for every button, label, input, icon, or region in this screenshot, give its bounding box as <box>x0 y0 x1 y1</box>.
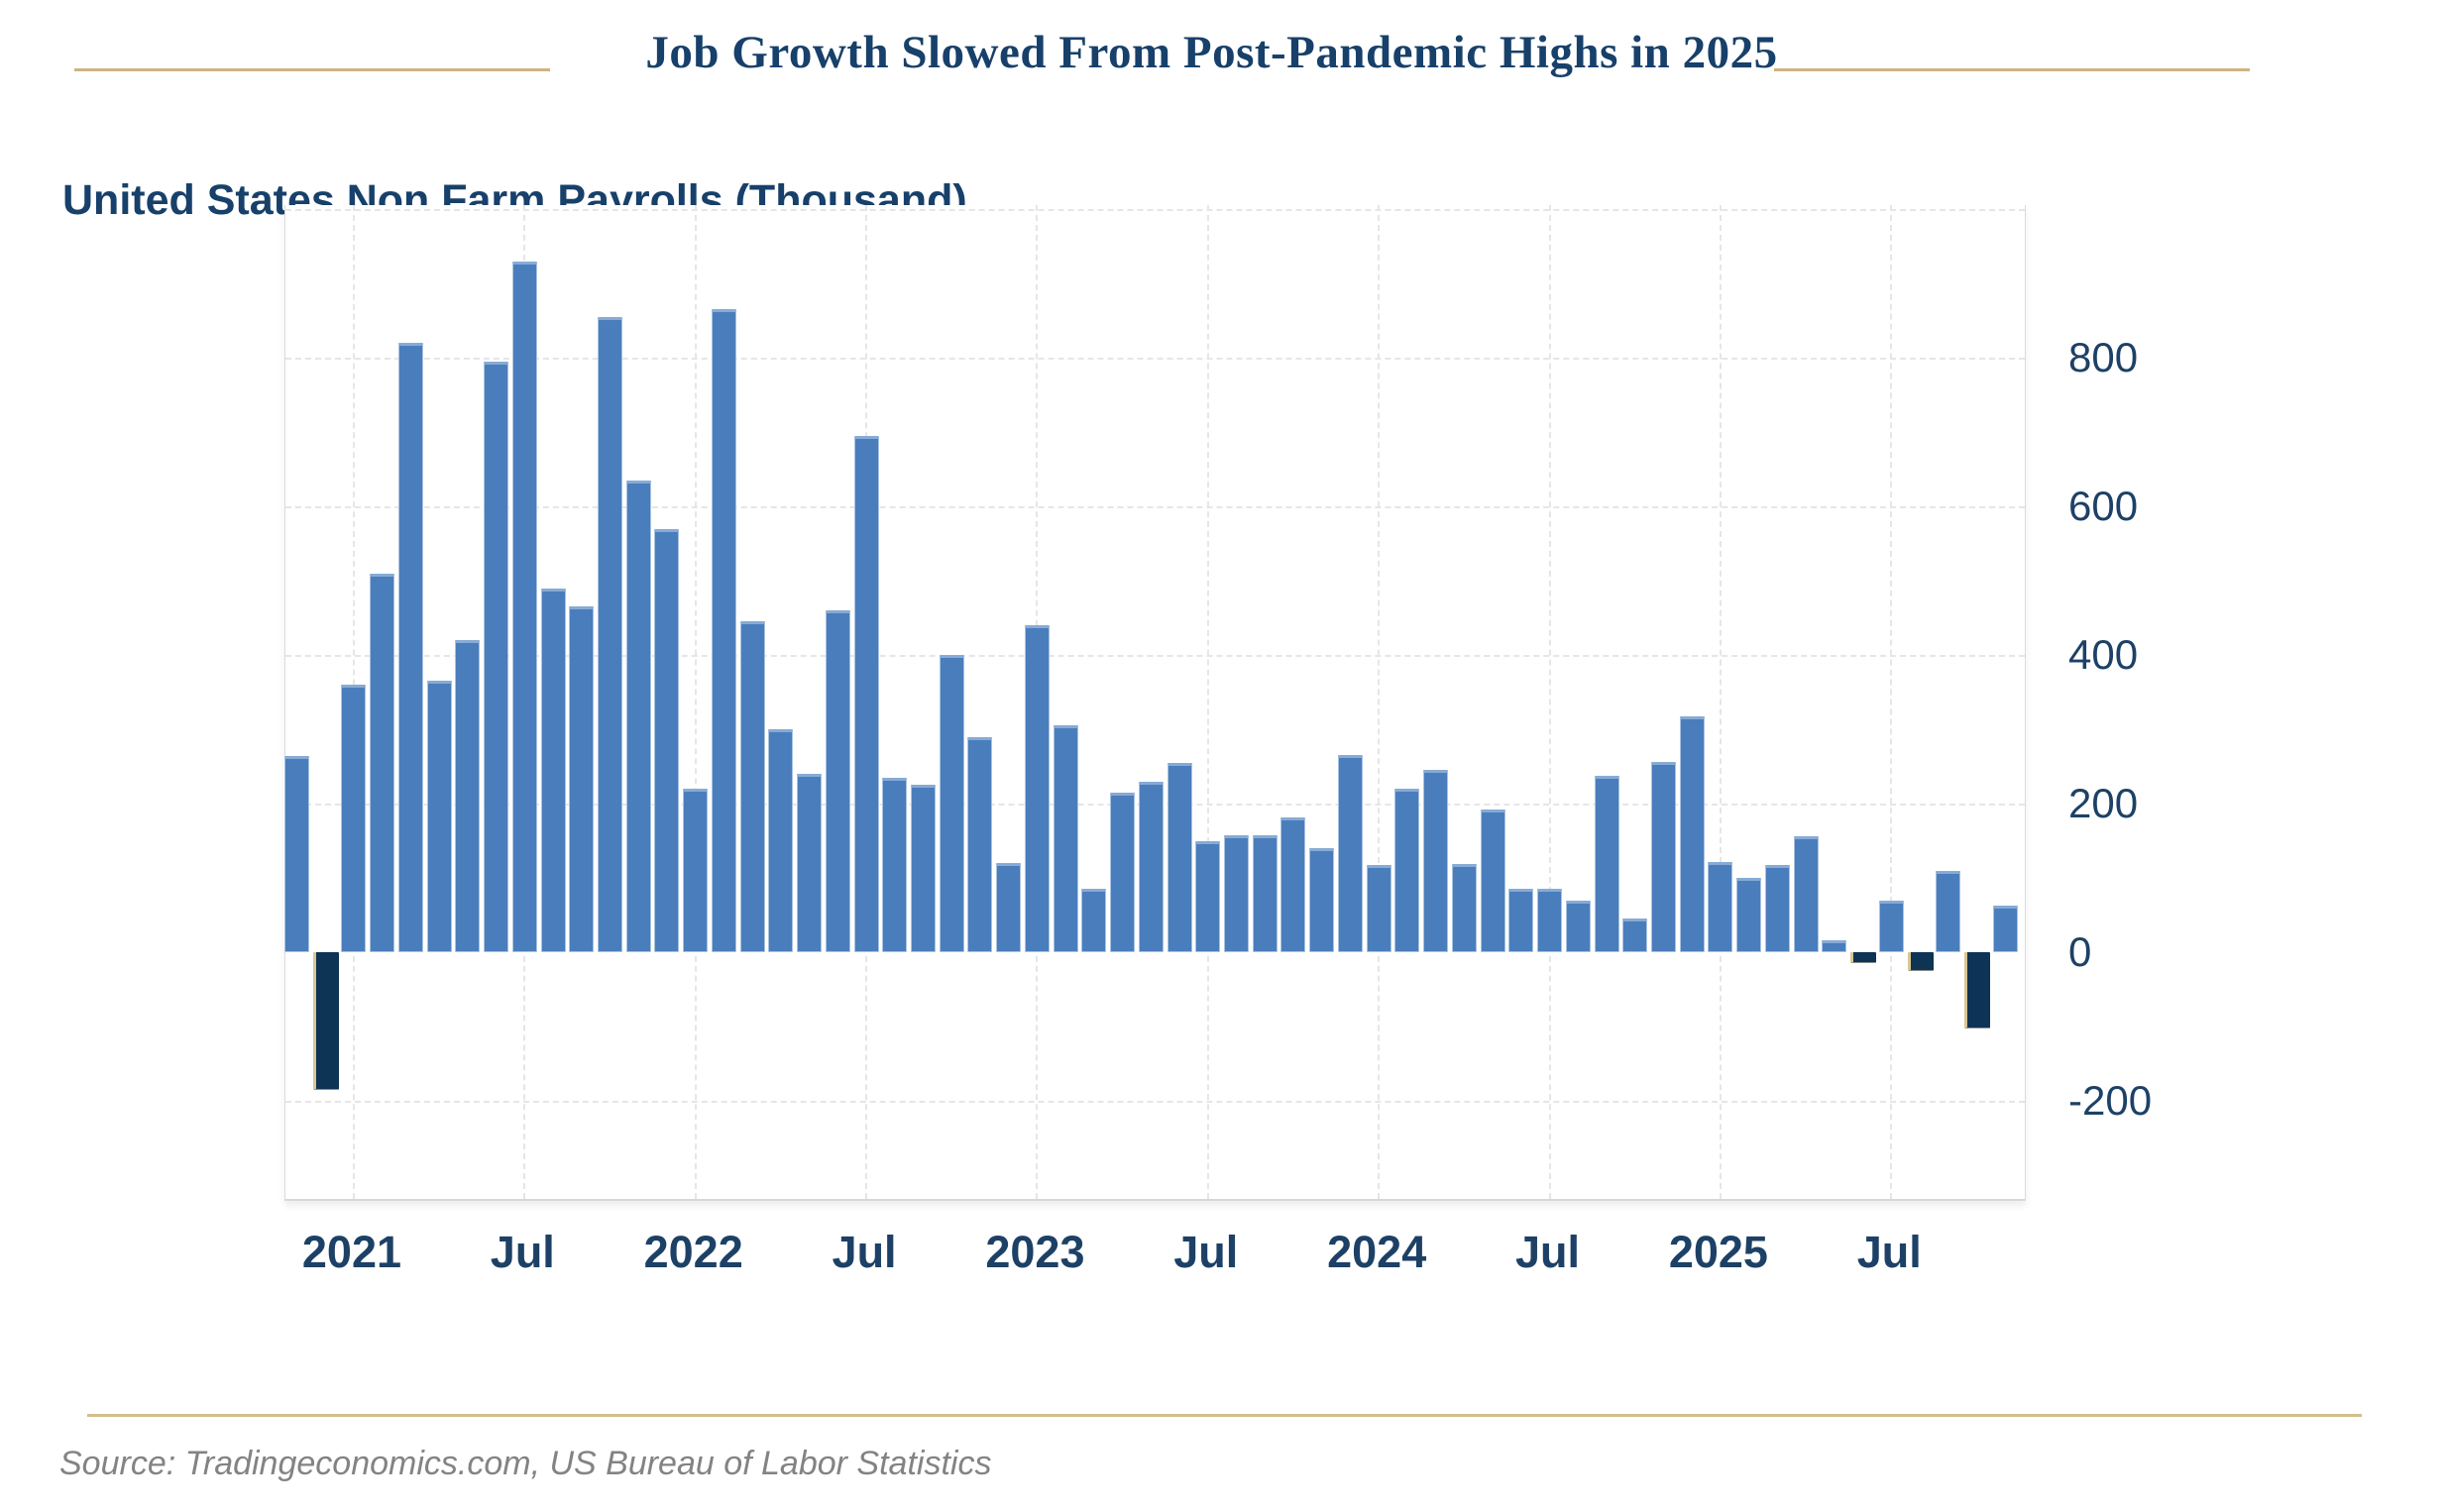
gridline-400 <box>285 655 2025 657</box>
gridline-800 <box>285 358 2025 360</box>
bar-oct-2023[interactable] <box>1280 816 1306 952</box>
x-tick-2021: 2021 <box>301 1227 401 1277</box>
bar-jul-2022[interactable] <box>853 435 879 952</box>
bar-apr-2024[interactable] <box>1451 863 1477 952</box>
gridline--200 <box>285 1101 2025 1103</box>
bar-dec-2021[interactable] <box>654 528 680 952</box>
gridline-jul <box>1206 205 1209 1199</box>
bar-feb-2025[interactable] <box>1736 878 1762 952</box>
bar-may-2021[interactable] <box>455 640 481 952</box>
gridline-jul <box>1890 205 1893 1199</box>
bar-dec-2022[interactable] <box>996 863 1022 952</box>
gridline-jul <box>1548 205 1551 1199</box>
plot-area <box>284 205 2026 1201</box>
x-tick-jul: Jul <box>490 1227 555 1277</box>
bar-jun-2021[interactable] <box>484 361 509 952</box>
gridline-2022 <box>694 205 697 1199</box>
bar-apr-2022[interactable] <box>768 729 794 952</box>
bar-nov-2020[interactable] <box>284 756 309 952</box>
gridline-600 <box>285 506 2025 508</box>
bar-apr-2021[interactable] <box>426 681 452 952</box>
gridline-2024 <box>1378 205 1381 1199</box>
bar-nov-2021[interactable] <box>625 480 651 952</box>
bar-apr-2023[interactable] <box>1110 792 1136 952</box>
bar-mar-2025[interactable] <box>1764 864 1790 952</box>
bar-sep-2021[interactable] <box>569 606 595 952</box>
footer-divider <box>87 1414 2362 1417</box>
bar-jan-2022[interactable] <box>683 789 709 952</box>
bar-mar-2024[interactable] <box>1423 770 1449 952</box>
bar-feb-2022[interactable] <box>711 309 736 952</box>
bar-oct-2021[interactable] <box>598 316 622 952</box>
bar-aug-2025[interactable] <box>1907 952 1934 971</box>
bar-jul-2024[interactable] <box>1537 888 1563 952</box>
x-tick-2022: 2022 <box>643 1227 743 1277</box>
bar-aug-2021[interactable] <box>540 588 566 952</box>
title-divider-left <box>74 68 550 71</box>
y-tick--200: -200 <box>2068 1077 2153 1124</box>
bar-dec-2020[interactable] <box>312 952 339 1090</box>
bar-aug-2022[interactable] <box>882 777 908 952</box>
bar-may-2024[interactable] <box>1480 810 1505 952</box>
bar-may-2025[interactable] <box>1822 940 1847 952</box>
bar-mar-2022[interactable] <box>739 621 765 952</box>
bar-feb-2021[interactable] <box>370 573 395 952</box>
bar-oct-2025[interactable] <box>1963 952 1990 1029</box>
bar-nov-2022[interactable] <box>967 736 993 952</box>
x-tick-jul: Jul <box>832 1227 897 1277</box>
bar-feb-2023[interactable] <box>1053 725 1078 952</box>
title-divider-right <box>1774 68 2250 71</box>
x-tick-jul: Jul <box>1173 1227 1239 1277</box>
bar-may-2023[interactable] <box>1138 781 1164 952</box>
bar-may-2022[interactable] <box>797 774 823 952</box>
bar-feb-2024[interactable] <box>1394 789 1420 952</box>
bar-jan-2023[interactable] <box>1024 625 1050 952</box>
bar-dec-2024[interactable] <box>1679 716 1705 952</box>
x-tick-2025: 2025 <box>1668 1227 1768 1277</box>
bar-jan-2025[interactable] <box>1708 862 1733 952</box>
source-attribution: Source: Tradingeconomics.com, US Bureau … <box>59 1445 992 1482</box>
bar-sep-2022[interactable] <box>911 785 937 952</box>
y-tick-0: 0 <box>2068 928 2092 975</box>
x-tick-jul: Jul <box>1856 1227 1922 1277</box>
page-title: Job Growth Slowed From Post-Pandemic Hig… <box>645 27 1778 78</box>
y-tick-200: 200 <box>2068 780 2139 826</box>
bar-oct-2022[interactable] <box>939 655 964 952</box>
bar-jul-2025[interactable] <box>1878 900 1904 952</box>
x-tick-jul: Jul <box>1515 1227 1581 1277</box>
bar-apr-2025[interactable] <box>1793 836 1819 952</box>
y-tick-800: 800 <box>2068 334 2139 380</box>
bar-mar-2021[interactable] <box>397 343 423 952</box>
bar-oct-2024[interactable] <box>1622 918 1648 952</box>
bar-sep-2023[interactable] <box>1252 835 1278 952</box>
bar-jan-2021[interactable] <box>341 685 367 952</box>
gridline-1000 <box>285 209 2025 211</box>
bar-dec-2023[interactable] <box>1337 754 1363 952</box>
y-tick-400: 400 <box>2068 631 2139 678</box>
bar-nov-2024[interactable] <box>1650 762 1676 952</box>
bar-aug-2024[interactable] <box>1565 900 1591 952</box>
bar-jun-2022[interactable] <box>825 610 850 952</box>
x-tick-2023: 2023 <box>985 1227 1085 1277</box>
bar-sep-2024[interactable] <box>1594 775 1619 952</box>
bar-nov-2023[interactable] <box>1309 848 1335 952</box>
bar-mar-2023[interactable] <box>1081 889 1107 952</box>
bar-jan-2024[interactable] <box>1366 864 1391 952</box>
bar-jul-2023[interactable] <box>1195 840 1221 952</box>
gridline-2025 <box>1719 205 1722 1199</box>
bar-jun-2023[interactable] <box>1167 762 1192 952</box>
bar-aug-2023[interactable] <box>1224 835 1250 952</box>
y-tick-600: 600 <box>2068 483 2139 529</box>
bar-jun-2024[interactable] <box>1508 888 1534 952</box>
bar-jul-2021[interactable] <box>511 261 537 952</box>
bar-sep-2025[interactable] <box>1936 871 1961 952</box>
bar-jun-2025[interactable] <box>1850 952 1877 964</box>
x-tick-2024: 2024 <box>1327 1227 1427 1277</box>
bar-nov-2025[interactable] <box>1992 905 2018 952</box>
